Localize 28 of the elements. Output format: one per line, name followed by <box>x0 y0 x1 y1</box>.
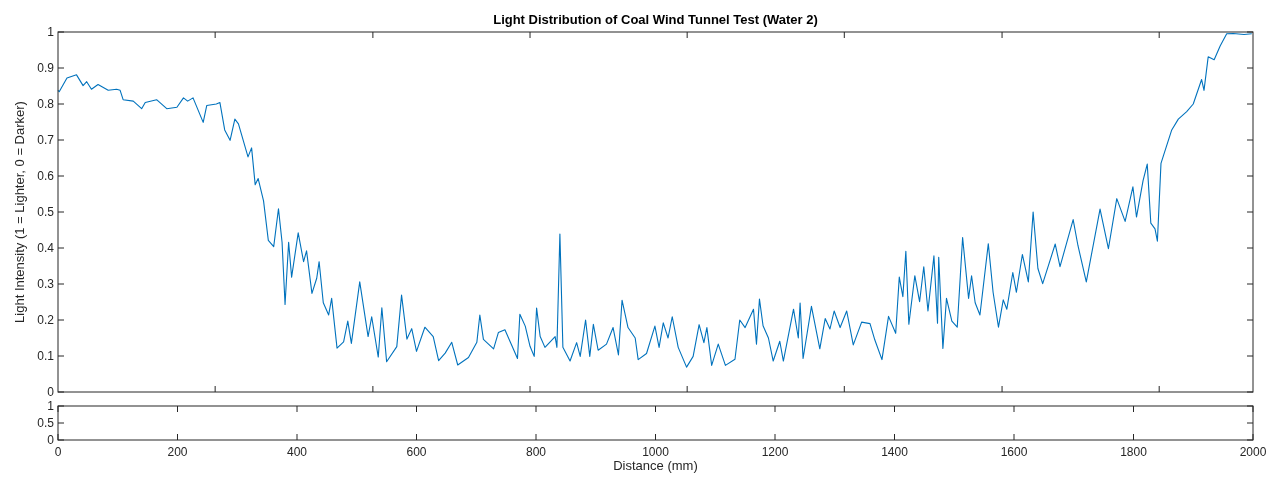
y-axis-title: Light Intensity (1 = Lighter, 0 = Darker) <box>12 101 27 323</box>
line-series <box>57 32 1253 368</box>
x-tick-label: 1000 <box>642 445 670 459</box>
y-tick-label: 1 <box>47 25 55 40</box>
x-tick-label: 400 <box>286 445 308 459</box>
x-tick-label: 200 <box>167 445 188 459</box>
y-tick-label: 1 <box>47 399 55 414</box>
y-tick-label: 0.7 <box>37 133 55 148</box>
x-tick-label: 1800 <box>1120 445 1148 459</box>
y-tick-label: 0.5 <box>37 416 55 431</box>
y-tick-label: 0.4 <box>37 241 55 256</box>
x-tick-label: 1200 <box>761 445 789 459</box>
x-tick-label: 1600 <box>1000 445 1028 459</box>
y-tick-label: 0 <box>47 433 55 448</box>
x-tick-label: 2000 <box>1239 445 1267 459</box>
x-tick-label: 1400 <box>881 445 909 459</box>
y-tick-label: 0.9 <box>37 61 55 76</box>
y-tick-label: 0.5 <box>37 205 55 220</box>
y-tick-label: 0.3 <box>37 277 55 292</box>
x-tick-label: 600 <box>406 445 427 459</box>
x-axis-title: Distance (mm) <box>613 458 698 473</box>
y-tick-label: 0.8 <box>37 97 55 112</box>
chart-title: Light Distribution of Coal Wind Tunnel Test (Water 2) <box>493 12 818 27</box>
y-tick-label: 0.6 <box>37 169 55 184</box>
x-tick-label: 800 <box>525 445 547 459</box>
y-tick-label: 0.1 <box>37 349 55 364</box>
y-tick-label: 0 <box>47 385 55 400</box>
y-tick-label: 0.2 <box>37 313 55 328</box>
